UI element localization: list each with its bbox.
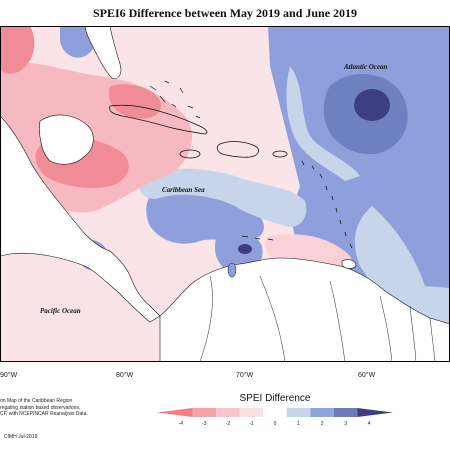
legend-swatch bbox=[216, 408, 240, 417]
legend-title: SPEI Difference bbox=[239, 393, 311, 404]
legend-tick-label: -2 bbox=[226, 421, 231, 427]
south-america-land bbox=[159, 257, 450, 362]
atlantic-light-band bbox=[286, 66, 360, 181]
legend-swatch bbox=[192, 408, 217, 417]
legend-tick-label: 1 bbox=[297, 421, 300, 427]
legend-swatch bbox=[157, 408, 193, 417]
legend-tick-label: 4 bbox=[368, 421, 371, 427]
legend-swatch bbox=[239, 408, 264, 417]
caption-line-2: regating station based observations, bbox=[0, 404, 81, 411]
florida-land bbox=[84, 26, 122, 79]
map-title: SPEI6 Difference between May 2019 and Ju… bbox=[92, 6, 358, 20]
legend-swatch bbox=[310, 408, 334, 417]
credit-text: CIMH Jul-2019 bbox=[4, 434, 38, 440]
legend-swatch bbox=[333, 408, 358, 417]
legend-swatch bbox=[263, 408, 287, 417]
legend-tick-label: -3 bbox=[202, 421, 207, 427]
red-core-bahamas bbox=[109, 84, 161, 119]
legend-tick-label: -4 bbox=[179, 421, 184, 427]
legend-swatch bbox=[357, 408, 393, 417]
lon-label-90w: 90°W bbox=[0, 372, 18, 379]
red-core-west bbox=[0, 26, 35, 74]
caribbean-deep-blue bbox=[238, 244, 252, 254]
legend-swatch bbox=[286, 408, 311, 417]
country-borders bbox=[199, 275, 436, 362]
hispaniola-land bbox=[216, 141, 259, 158]
caption-line-3: CF, with NCEP/NCAR Reanalysis Data. bbox=[0, 411, 88, 417]
yucatan-land bbox=[39, 114, 94, 165]
legend-tick-label: 3 bbox=[344, 421, 347, 427]
lesser-antilles bbox=[301, 160, 353, 249]
trinidad-land bbox=[341, 259, 357, 269]
caption-line-1: on Map of the Caribbean Region bbox=[0, 398, 73, 404]
central-america-land bbox=[0, 115, 161, 323]
atlantic-ocean-label: Atlantic Ocean bbox=[344, 63, 388, 71]
jamaica-land bbox=[179, 149, 201, 159]
bahamas-islands bbox=[149, 80, 201, 119]
lon-label-80w: 80°W bbox=[116, 372, 134, 379]
legend-tick-label: 0 bbox=[274, 421, 277, 427]
map-caption: on Map of the Caribbean Region regating … bbox=[0, 398, 120, 418]
puerto-rico-land bbox=[272, 150, 288, 158]
caribbean-light-patch bbox=[138, 168, 307, 227]
legend-tick-label: 2 bbox=[321, 421, 324, 427]
lon-label-70w: 70°W bbox=[236, 372, 254, 379]
abc-islands bbox=[241, 235, 274, 241]
caribbean-sea-label: Caribbean Sea bbox=[162, 186, 205, 194]
lon-label-60w: 60°W bbox=[358, 372, 376, 379]
lake-maracaibo bbox=[227, 262, 237, 278]
spei-map bbox=[0, 26, 450, 362]
atlantic-deep-blue-core bbox=[354, 89, 390, 121]
legend-tick-label: -1 bbox=[249, 421, 254, 427]
color-legend: -4 -3 -2 -1 0 1 2 3 4 bbox=[157, 408, 393, 427]
cuba-land bbox=[109, 104, 208, 135]
pacific-ocean-label: Pacific Ocean bbox=[40, 307, 81, 315]
